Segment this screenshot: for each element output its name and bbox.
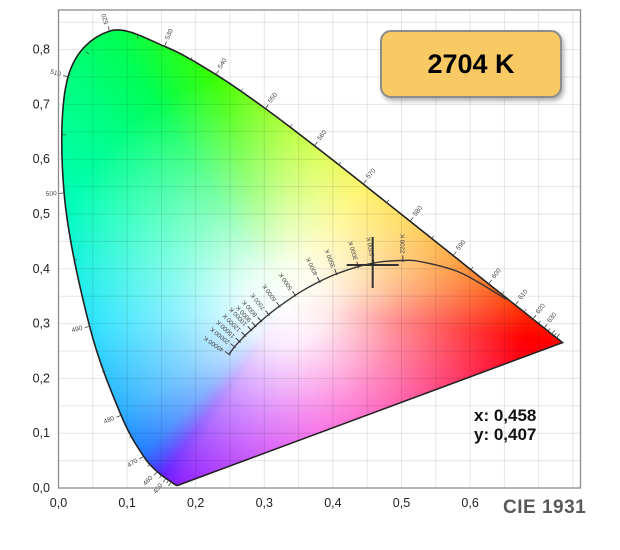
svg-text:0,5: 0,5 (393, 496, 410, 510)
svg-text:520: 520 (100, 12, 110, 25)
svg-text:0,8: 0,8 (33, 43, 50, 57)
svg-text:550: 550 (267, 91, 279, 104)
y-axis-labels: 0,0 0,1 0,2 0,3 0,4 0,5 0,6 0,7 0,8 (33, 43, 50, 495)
svg-text:630: 630 (546, 311, 558, 324)
svg-text:0,4: 0,4 (33, 262, 50, 276)
svg-text:3500 K: 3500 K (323, 247, 337, 269)
svg-text:460: 460 (142, 474, 155, 487)
svg-text:6000 K: 6000 K (261, 282, 279, 303)
svg-text:3000 K: 3000 K (347, 239, 359, 261)
planckian-locus (228, 259, 507, 355)
readout-x-value: x: 0,458 (474, 406, 537, 425)
cct-badge: 2704 K (380, 30, 562, 98)
x-axis-labels: 0,0 0,1 0,2 0,3 0,4 0,5 0,6 (50, 496, 479, 510)
svg-text:610: 610 (517, 288, 529, 301)
svg-text:470: 470 (126, 457, 139, 469)
svg-text:0,4: 0,4 (324, 496, 341, 510)
svg-text:580: 580 (412, 205, 424, 218)
svg-text:0,3: 0,3 (256, 496, 273, 510)
svg-text:5000 K: 5000 K (277, 270, 294, 291)
svg-text:480: 480 (103, 415, 116, 426)
plot-frame (57, 9, 582, 489)
svg-text:0,1: 0,1 (33, 426, 50, 440)
svg-text:0,2: 0,2 (33, 371, 50, 385)
svg-text:490: 490 (71, 325, 84, 335)
cct-badge-label: 2704 K (427, 48, 515, 79)
diagram-title: CIE 1931 (503, 497, 587, 518)
svg-text:0,2: 0,2 (187, 496, 204, 510)
xy-readout: x: 0,458 y: 0,407 (474, 406, 536, 444)
svg-text:510: 510 (49, 69, 62, 79)
svg-text:2700 K: 2700 K (365, 235, 376, 256)
svg-text:0,0: 0,0 (50, 496, 67, 510)
svg-text:530: 530 (164, 28, 175, 41)
svg-text:540: 540 (217, 57, 229, 70)
svg-text:590: 590 (455, 239, 467, 252)
svg-text:0,0: 0,0 (33, 481, 50, 495)
readout-y-value: y: 0,407 (474, 425, 537, 444)
svg-text:620: 620 (535, 302, 547, 315)
measurement-cross-marker (346, 237, 399, 288)
svg-text:2200 K: 2200 K (399, 233, 406, 254)
svg-text:0,6: 0,6 (33, 152, 50, 166)
svg-text:500: 500 (46, 190, 58, 198)
svg-text:4000 K: 4000 K (304, 255, 319, 276)
svg-text:0,3: 0,3 (33, 317, 50, 331)
svg-text:0,7: 0,7 (33, 97, 50, 111)
svg-text:0,1: 0,1 (118, 496, 135, 510)
svg-text:0,5: 0,5 (33, 207, 50, 221)
grid (58, 10, 581, 488)
svg-text:0,6: 0,6 (461, 496, 478, 510)
svg-text:560: 560 (316, 129, 328, 142)
